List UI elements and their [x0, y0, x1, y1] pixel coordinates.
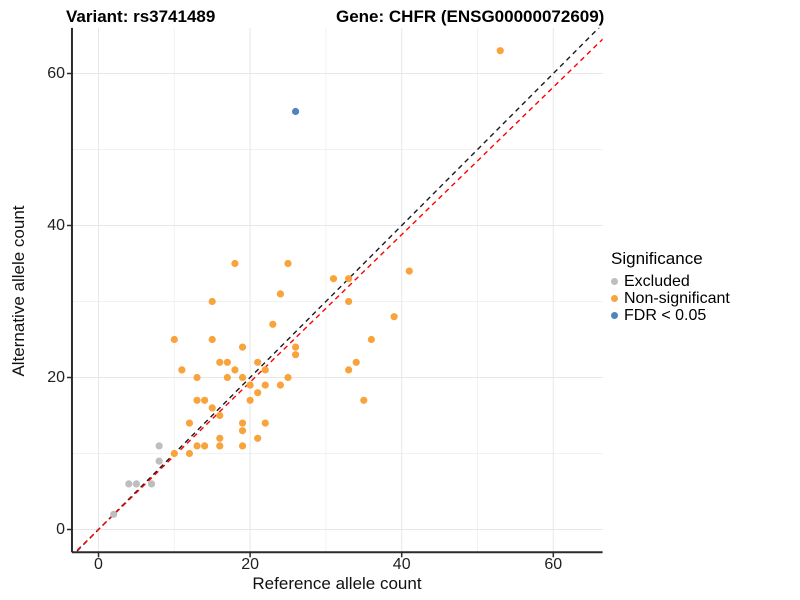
data-point-fdr-0-05: [291, 107, 300, 116]
data-point-non-significant: [345, 275, 353, 283]
data-point-non-significant: [170, 335, 178, 344]
data-point-non-significant: [254, 434, 262, 442]
data-point-excluded: [155, 457, 163, 465]
data-point-non-significant: [284, 373, 292, 382]
data-point-non-significant: [216, 358, 224, 366]
data-point-non-significant: [276, 290, 285, 298]
data-point-non-significant: [269, 320, 277, 328]
legend-title: Significance: [611, 249, 703, 268]
data-point-non-significant: [238, 343, 247, 351]
data-point-non-significant: [390, 313, 398, 321]
data-point-non-significant: [193, 396, 201, 404]
data-point-non-significant: [238, 442, 247, 450]
data-point-non-significant: [208, 404, 216, 412]
data-point-excluded: [155, 442, 163, 450]
data-point-non-significant: [246, 396, 254, 404]
y-tick-label: 0: [56, 520, 65, 538]
data-point-non-significant: [216, 442, 224, 450]
data-point-excluded: [125, 480, 133, 488]
data-point-non-significant: [170, 449, 178, 458]
data-point-non-significant: [329, 275, 338, 283]
legend-dot-icon: [611, 295, 618, 302]
y-tick-label: 40: [47, 216, 65, 234]
data-point-non-significant: [254, 358, 262, 366]
data-point-non-significant: [216, 434, 224, 442]
data-point-non-significant: [208, 297, 216, 306]
data-point-non-significant: [345, 366, 353, 374]
data-point-non-significant: [208, 335, 216, 344]
data-point-excluded: [110, 510, 118, 518]
data-point-non-significant: [284, 259, 292, 268]
x-axis-title: Reference allele count: [252, 574, 422, 593]
data-point-non-significant: [223, 373, 231, 382]
legend-item-label: Non-significant: [624, 289, 730, 307]
data-point-non-significant: [231, 259, 239, 268]
data-point-non-significant: [360, 396, 368, 404]
reference-line-expected-ratio: [74, 38, 603, 553]
data-point-non-significant: [291, 351, 300, 359]
data-point-non-significant: [193, 442, 201, 450]
data-point-non-significant: [193, 373, 201, 382]
data-point-non-significant: [178, 366, 186, 374]
plot-title-gene: Gene: CHFR (ENSG00000072609): [336, 7, 605, 26]
legend-dot-icon: [611, 278, 618, 285]
legend-dot-icon: [611, 312, 618, 319]
data-point-non-significant: [246, 381, 254, 389]
plot-title-variant: Variant: rs3741489: [66, 7, 216, 26]
x-tick-label: 20: [241, 556, 259, 573]
legend-item-fdr-0-05: FDR < 0.05: [611, 307, 730, 324]
data-point-non-significant: [345, 297, 353, 306]
data-point-non-significant: [238, 373, 247, 382]
data-point-non-significant: [185, 419, 194, 427]
x-tick-label: 0: [94, 556, 103, 573]
data-point-non-significant: [405, 267, 413, 275]
data-point-non-significant: [291, 343, 300, 351]
significance-legend: Significance Excluded Non-significant FDR …: [611, 249, 730, 324]
legend-item-non-significant: Non-significant: [611, 290, 730, 307]
data-point-non-significant: [261, 366, 269, 374]
data-point-non-significant: [352, 358, 360, 366]
y-tick-label: 20: [47, 368, 65, 386]
data-point-non-significant: [496, 47, 504, 55]
data-point-non-significant: [201, 442, 209, 450]
data-point-non-significant: [261, 381, 269, 389]
y-tick-label: 60: [47, 64, 65, 82]
legend-item-label: Excluded: [624, 272, 690, 290]
data-point-non-significant: [276, 381, 285, 389]
data-point-non-significant: [367, 335, 375, 344]
reference-line-identity: [74, 27, 600, 553]
legend-item-label: FDR < 0.05: [624, 306, 707, 324]
data-point-non-significant: [201, 396, 209, 404]
data-point-non-significant: [223, 358, 231, 366]
data-point-non-significant: [216, 411, 224, 420]
data-point-non-significant: [238, 427, 247, 435]
x-tick-label: 40: [392, 556, 411, 573]
x-tick-label: 60: [544, 556, 563, 573]
data-point-excluded: [147, 480, 156, 488]
data-point-non-significant: [185, 449, 194, 458]
data-point-non-significant: [238, 419, 247, 427]
data-point-non-significant: [261, 419, 269, 427]
data-point-excluded: [132, 480, 140, 488]
legend-item-excluded: Excluded: [611, 273, 730, 290]
data-point-non-significant: [231, 366, 239, 374]
data-point-non-significant: [254, 389, 262, 397]
